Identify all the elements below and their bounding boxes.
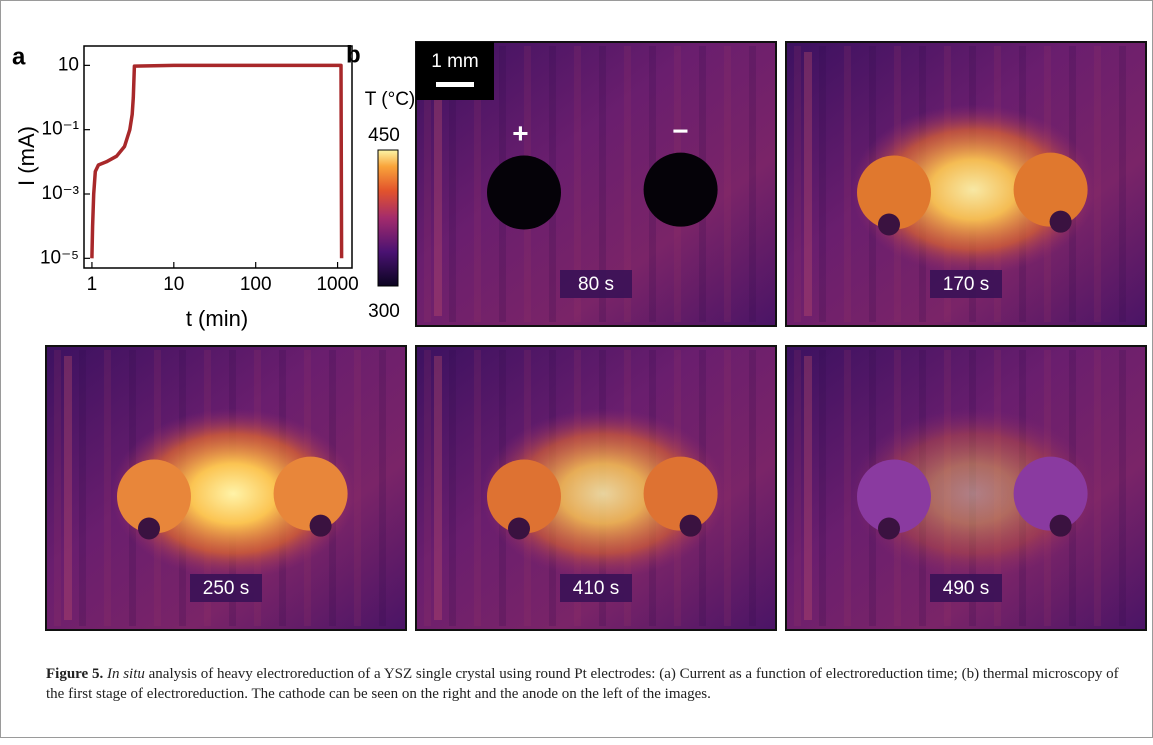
y-tick-label: 10⁻³: [42, 183, 80, 204]
thermal-image: 250 s: [46, 346, 406, 630]
probe-tip: [138, 518, 160, 540]
electrode: [644, 457, 718, 531]
probe-tip: [508, 518, 530, 540]
probe-tip: [1050, 211, 1072, 233]
y-axis-label: I (mA): [14, 126, 39, 186]
scale-label: 1 mm: [431, 51, 479, 72]
streak: [749, 350, 756, 626]
current-line: [92, 65, 342, 258]
thermal-image: 80 s + − 1 mm: [416, 42, 776, 326]
streak: [79, 350, 86, 626]
streak: [449, 350, 456, 626]
electrode: [644, 153, 718, 227]
x-tick-label: 100: [240, 274, 272, 295]
edge-glow: [804, 52, 812, 316]
streak: [54, 350, 61, 626]
time-label: 410 s: [573, 578, 619, 599]
edge-glow: [434, 356, 442, 620]
colorbar-tick-label: 300: [368, 301, 400, 322]
streak: [844, 46, 851, 322]
panel-label: a: [12, 43, 26, 70]
streak: [844, 350, 851, 626]
electrode: [1014, 457, 1088, 531]
streak: [794, 350, 801, 626]
colorbar-label: T (°C): [365, 89, 416, 110]
electrode: [1014, 153, 1088, 227]
thermal-image: 170 s: [786, 42, 1146, 326]
probe-tip: [680, 515, 702, 537]
plot-frame: [84, 46, 352, 268]
edge-glow: [804, 356, 812, 620]
caption-emphasis: In situ: [107, 666, 145, 682]
x-tick-label: 1: [87, 274, 98, 295]
anode-sign: +: [512, 117, 528, 148]
time-label: 250 s: [203, 578, 249, 599]
time-label: 80 s: [578, 274, 614, 295]
colorbar-tick-label: 450: [368, 125, 400, 146]
x-tick-label: 1000: [316, 274, 358, 295]
scale-bar: [436, 82, 474, 87]
probe-tip: [878, 214, 900, 236]
y-tick-label: 10: [58, 54, 79, 75]
streak: [794, 46, 801, 322]
electrode: [487, 156, 561, 230]
streak: [749, 46, 756, 322]
streak: [819, 46, 826, 322]
time-label: 170 s: [943, 274, 989, 295]
thermal-image: 410 s: [416, 346, 776, 630]
streak: [424, 350, 431, 626]
page: a b t (min) I (mA) T (°C) 110100100010⁻⁵…: [0, 0, 1153, 745]
probe-tip: [1050, 515, 1072, 537]
probe-tip: [310, 515, 332, 537]
caption-label: Figure 5.: [46, 666, 103, 682]
cathode-sign: −: [672, 115, 688, 146]
streak: [819, 350, 826, 626]
caption-text: analysis of heavy electroreduction of a …: [46, 666, 1119, 702]
probe-tip: [878, 518, 900, 540]
time-label: 490 s: [943, 578, 989, 599]
edge-glow: [64, 356, 72, 620]
electrode: [274, 457, 348, 531]
y-tick-label: 10⁻¹: [42, 119, 80, 140]
streak: [104, 350, 111, 626]
colorbar: [378, 150, 398, 286]
streak: [474, 350, 481, 626]
x-tick-label: 10: [163, 274, 184, 295]
thermal-image: 490 s: [786, 346, 1146, 630]
figure: a b t (min) I (mA) T (°C) 110100100010⁻⁵…: [0, 0, 1153, 745]
caption: Figure 5. In situ analysis of heavy elec…: [46, 664, 1126, 704]
streak: [724, 46, 731, 322]
streak: [379, 350, 386, 626]
x-axis-label: t (min): [186, 306, 248, 331]
streak: [1119, 350, 1126, 626]
streak: [1119, 46, 1126, 322]
y-tick-label: 10⁻⁵: [40, 247, 79, 268]
